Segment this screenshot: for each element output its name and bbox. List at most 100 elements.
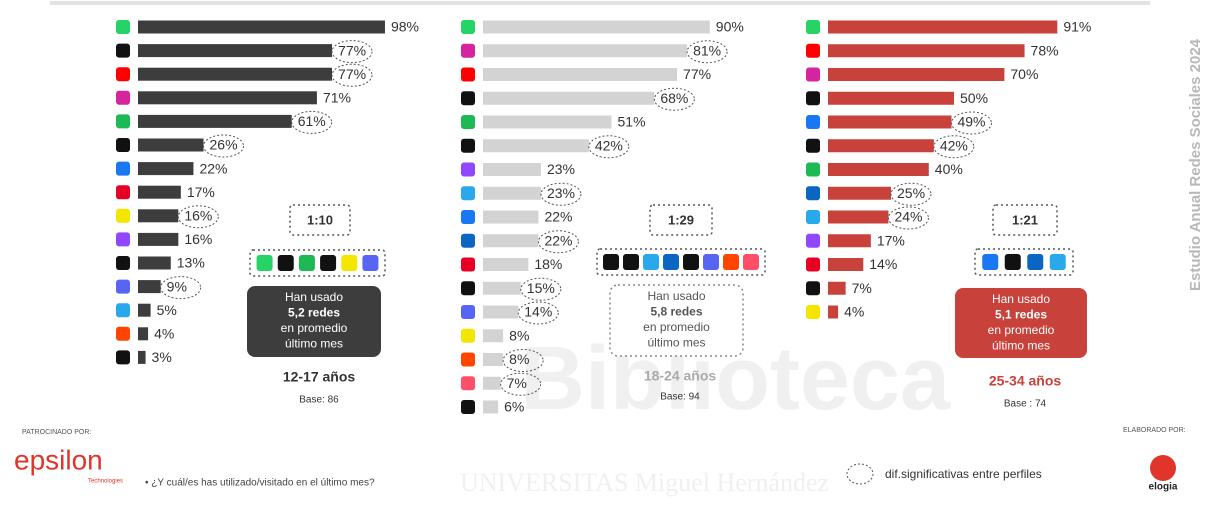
summary-text: en promedio: [988, 323, 1055, 337]
value-label: 7%: [852, 280, 872, 296]
platform-icon: [116, 350, 130, 365]
platform-icon: [461, 257, 475, 272]
platform-icon: [461, 162, 475, 177]
bar: [828, 20, 1058, 34]
group-icon: [256, 255, 273, 271]
ratio: 1:10: [307, 212, 333, 227]
legend-symbol: [846, 463, 874, 485]
value-label: 17%: [877, 232, 905, 248]
bar: [483, 305, 519, 319]
value-label: 5%: [157, 302, 177, 318]
summary-text: Han usado: [647, 289, 705, 303]
value-label: 78%: [1031, 42, 1059, 58]
base-label: Base : 74: [1004, 399, 1047, 410]
group-icon: [643, 254, 659, 270]
value-label: 77%: [338, 42, 366, 58]
group-icon: [623, 254, 639, 270]
value-label: 22%: [199, 160, 227, 176]
summary-text: 5,8 redes: [650, 305, 702, 319]
icon-group-box: [596, 248, 766, 276]
significance-circle: [890, 182, 932, 206]
footnote: • ¿Y cuál/es has utilizado/visitado en e…: [145, 478, 375, 489]
group-icon: [320, 255, 337, 271]
bar: [828, 68, 1005, 81]
platform-icon: [116, 279, 130, 294]
ratio: 1:29: [668, 212, 694, 227]
ratio-box: [649, 204, 713, 236]
bar: [138, 44, 333, 58]
age-label: 12-17 años: [283, 369, 356, 385]
value-label: 50%: [960, 90, 988, 106]
bar: [483, 329, 504, 343]
group-icon: [683, 254, 699, 270]
value-label: 26%: [210, 137, 238, 153]
group-icon: [362, 255, 379, 271]
platform-icon: [461, 305, 475, 319]
value-label: 3%: [152, 349, 172, 365]
value-label: 17%: [187, 184, 215, 200]
significance-circle: [653, 87, 695, 111]
bar: [828, 115, 952, 129]
platform-icon: [116, 67, 130, 82]
value-label: 42%: [595, 137, 623, 153]
base-label: Base: 94: [660, 392, 700, 403]
value-label: 6%: [504, 399, 524, 415]
platform-icon: [461, 67, 475, 82]
bar: [138, 303, 151, 317]
value-label: 22%: [544, 232, 572, 248]
group-icon: [663, 254, 679, 270]
group-icon: [743, 254, 759, 270]
value-label: 98%: [391, 19, 419, 35]
platform-icon: [461, 138, 475, 153]
platform-icon: [116, 326, 130, 341]
value-label: 77%: [338, 66, 366, 82]
value-label: 70%: [1010, 66, 1038, 82]
significance-circle: [540, 182, 582, 206]
bar: [828, 139, 934, 153]
significance-circle: [291, 110, 333, 134]
bar: [828, 210, 889, 224]
group-icon: [277, 255, 294, 271]
platform-icon: [461, 328, 475, 343]
platform-icon: [116, 90, 130, 105]
platform-icon: [461, 400, 475, 414]
significance-circle: [502, 349, 544, 372]
icon-group-box: [249, 249, 386, 277]
ratio: 1:21: [1012, 212, 1038, 227]
value-label: 51%: [618, 114, 646, 130]
value-label: 8%: [509, 327, 529, 343]
platform-icon: [461, 376, 475, 391]
ratio-box: [992, 204, 1058, 236]
value-label: 13%: [177, 255, 205, 271]
significance-circle: [933, 135, 975, 159]
bar: [483, 234, 539, 248]
value-label: 14%: [524, 304, 552, 320]
side-title: Estudio Anual Redes Sociales 2024: [1187, 38, 1204, 291]
base-label: Base: 86: [299, 395, 339, 406]
summary-text: en promedio: [643, 320, 710, 334]
platform-icon: [116, 114, 130, 129]
value-label: 16%: [184, 208, 212, 224]
summary-text: 5,1 redes: [995, 308, 1047, 322]
significance-circle: [160, 276, 202, 300]
platform-icon: [116, 138, 130, 152]
bar: [138, 20, 385, 34]
ratio-box: [289, 204, 351, 236]
summary-text: en promedio: [281, 321, 348, 335]
significance-circle: [887, 206, 929, 230]
significance-circle: [537, 230, 579, 254]
platform-icon: [806, 305, 820, 319]
bar: [483, 91, 655, 105]
bar: [828, 163, 929, 176]
maker-label: ELABORADO POR:: [1123, 427, 1186, 434]
significance-circle: [520, 277, 562, 301]
value-label: 4%: [154, 326, 174, 342]
value-label: 42%: [940, 137, 968, 153]
summary-text: Han usado: [285, 290, 343, 304]
bar: [138, 350, 146, 364]
significance-circle: [203, 134, 245, 158]
significance-circle: [177, 205, 219, 229]
value-label: 90%: [716, 19, 744, 35]
bar: [138, 162, 194, 176]
bar: [828, 44, 1025, 58]
